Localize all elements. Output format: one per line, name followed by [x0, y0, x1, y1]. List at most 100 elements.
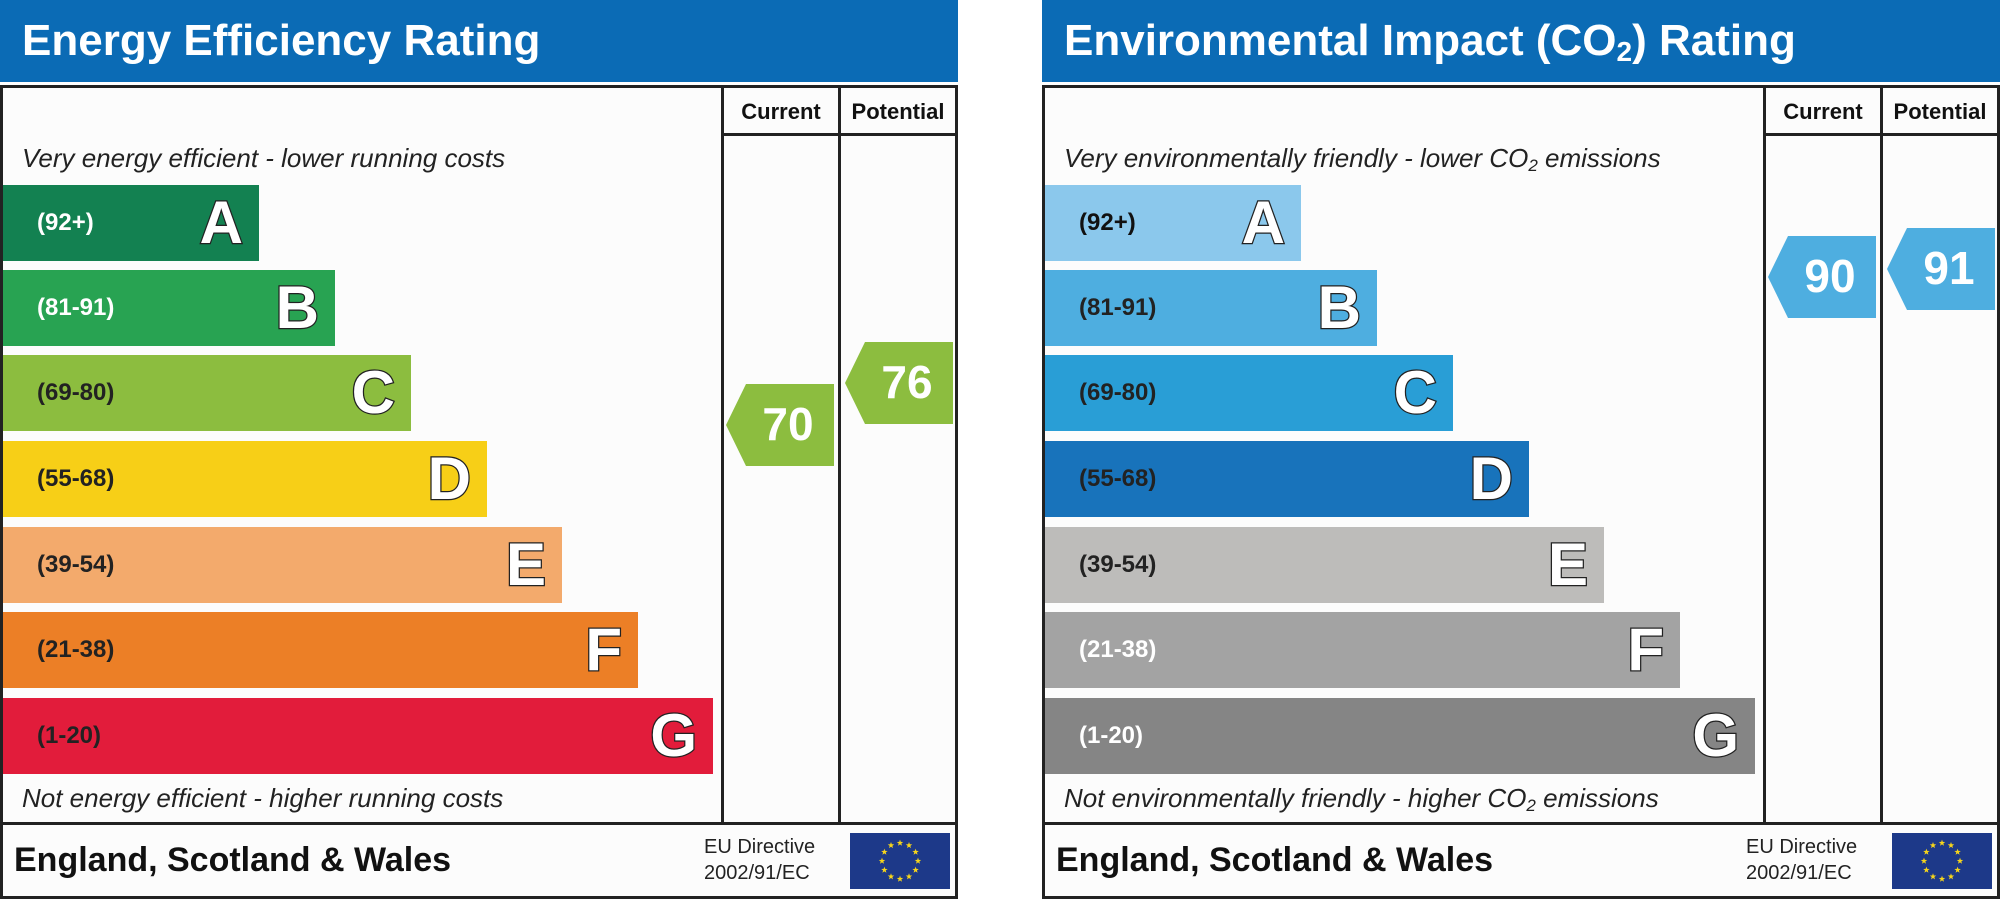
top-caption: Very environmentally friendly - lower CO… [1064, 143, 1661, 175]
eu-star-icon [912, 866, 919, 873]
band-d: (55-68) D [1045, 441, 1529, 517]
band-range: (81-91) [1079, 294, 1157, 321]
band-range: (81-91) [37, 294, 115, 321]
band-range: (39-54) [1079, 551, 1157, 578]
band-letter: C [350, 358, 396, 428]
footer-divider [0, 822, 958, 825]
band-a: (92+) A [1045, 185, 1301, 261]
column-divider [838, 88, 841, 824]
band-letter: G [649, 701, 698, 771]
footer-region: England, Scotland & Wales [14, 841, 452, 879]
band-e: (39-54) E [1045, 527, 1604, 603]
band-range: (55-68) [1079, 465, 1157, 492]
eu-directive-line2: 2002/91/EC [1746, 862, 1852, 884]
environmental-impact-panel: Environmental Impact (CO2) Rating Curren… [1042, 0, 2000, 899]
potential-rating-value: 91 [1923, 242, 1974, 294]
eu-star-icon [905, 842, 913, 849]
eu-star-icon [896, 839, 904, 846]
eu-star-icon [1954, 866, 1961, 873]
potential-rating-value: 76 [881, 356, 932, 408]
eu-flag-stars [1920, 839, 1964, 882]
eu-star-icon [1947, 873, 1955, 880]
eu-star-icon [1929, 842, 1937, 849]
band-letter: D [1468, 444, 1514, 514]
eu-star-icon [881, 866, 888, 873]
eu-star-icon [914, 857, 922, 864]
band-g: (1-20) G [3, 698, 713, 774]
current-rating-marker: 90 [1768, 236, 1876, 318]
band-range: (1-20) [1079, 722, 1144, 749]
eu-directive-text: EU Directive 2002/91/EC [704, 834, 815, 886]
band-range: (92+) [1079, 209, 1136, 236]
eu-flag-stars [878, 839, 922, 882]
footer-divider [1042, 822, 2000, 825]
band-a: (92+) A [3, 185, 259, 261]
column-divider [1763, 88, 1766, 824]
bottom-caption: Not energy efficient - higher running co… [22, 783, 504, 813]
top-caption: Very energy efficient - lower running co… [22, 143, 506, 173]
band-f: (21-38) F [3, 612, 638, 688]
eu-directive-line1: EU Directive [1746, 836, 1858, 858]
header-divider [721, 133, 958, 136]
potential-rating-marker: 91 [1887, 228, 1995, 310]
current-rating-value: 70 [762, 398, 813, 450]
eu-star-icon [887, 842, 895, 849]
band-letter: A [198, 188, 244, 258]
band-letter: A [1240, 188, 1286, 258]
eu-star-icon [1938, 839, 1946, 846]
band-c: (69-80) C [1045, 355, 1453, 431]
eu-directive-line2: 2002/91/EC [704, 862, 810, 884]
eu-star-icon [1954, 848, 1961, 855]
band-range: (39-54) [37, 551, 115, 578]
potential-rating-marker: 76 [845, 342, 953, 424]
eu-star-icon [896, 875, 904, 882]
eu-directive-text: EU Directive 2002/91/EC [1746, 834, 1857, 886]
band-b: (81-91) B [1045, 270, 1377, 346]
current-rating-value: 90 [1804, 250, 1855, 302]
eu-star-icon [1923, 848, 1930, 855]
band-letter: C [1392, 358, 1438, 428]
footer-region: England, Scotland & Wales [1056, 841, 1494, 879]
potential-column-header: Potential [851, 99, 945, 124]
band-range: (21-38) [37, 636, 115, 663]
band-range: (92+) [37, 209, 94, 236]
eu-star-icon [1920, 857, 1928, 864]
band-d: (55-68) D [3, 441, 487, 517]
band-letter: D [426, 444, 472, 514]
current-column-header: Current [741, 99, 821, 124]
band-e: (39-54) E [3, 527, 562, 603]
band-letter: E [1547, 530, 1590, 600]
eu-star-icon [905, 873, 913, 880]
energy-efficiency-panel: Energy Efficiency Rating Current Potenti… [0, 0, 958, 899]
band-range: (69-80) [1079, 379, 1157, 406]
band-c: (69-80) C [3, 355, 411, 431]
band-range: (55-68) [37, 465, 115, 492]
environmental-title: Environmental Impact (CO2) Rating [1042, 0, 2000, 82]
eu-star-icon [1923, 866, 1930, 873]
eu-star-icon [1938, 875, 1946, 882]
band-letter: E [505, 530, 548, 600]
eu-directive-line1: EU Directive [704, 836, 816, 858]
band-range: (21-38) [1079, 636, 1157, 663]
band-letter: G [1691, 701, 1740, 771]
band-g: (1-20) G [1045, 698, 1755, 774]
eu-star-icon [1947, 842, 1955, 849]
column-divider [1880, 88, 1883, 824]
current-column-header: Current [1783, 99, 1863, 124]
eu-star-icon [1956, 857, 1964, 864]
potential-column-header: Potential [1893, 99, 1987, 124]
band-letter: F [584, 615, 623, 685]
band-range: (1-20) [37, 722, 102, 749]
eu-flag-icon [1892, 833, 1992, 889]
band-letter: B [274, 273, 320, 343]
eu-star-icon [1929, 873, 1937, 880]
band-letter: F [1626, 615, 1665, 685]
band-letter: B [1316, 273, 1362, 343]
eu-star-icon [881, 848, 888, 855]
eu-star-icon [887, 873, 895, 880]
band-f: (21-38) F [1045, 612, 1680, 688]
current-rating-marker: 70 [726, 384, 834, 466]
header-divider [1763, 133, 2000, 136]
eu-star-icon [878, 857, 886, 864]
column-divider [721, 88, 724, 824]
